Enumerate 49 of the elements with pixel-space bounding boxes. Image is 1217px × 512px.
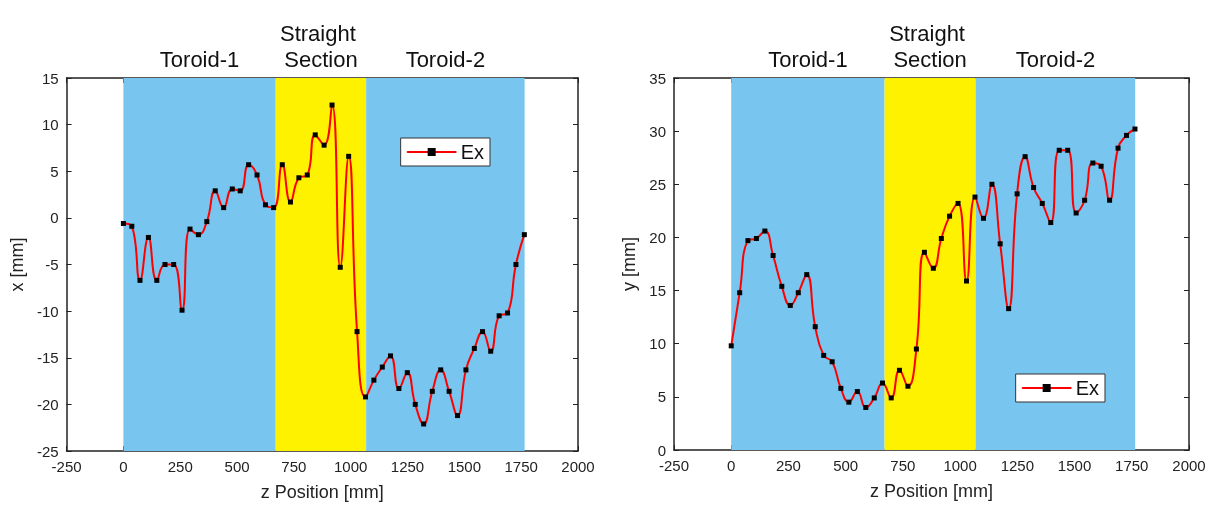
y-tick-label: 25 (649, 175, 666, 193)
x-tick-label: 750 (890, 457, 916, 474)
band-label: Toroid-2 (1015, 46, 1096, 72)
x-tick-label: 500 (833, 457, 859, 474)
x-tick-label: 0 (727, 457, 736, 474)
y-tick-label: 0 (657, 441, 666, 459)
y-tick-label: 5 (657, 388, 666, 406)
y-tick-label: -5 (45, 256, 59, 273)
y-tick-label: 15 (649, 282, 666, 300)
x-tick-label: 1500 (1057, 457, 1092, 474)
y-tick-label: -25 (36, 442, 59, 460)
x-tick-label: -250 (658, 457, 690, 474)
band-label: Straight Section (889, 20, 972, 72)
y-tick-label: 15 (41, 69, 59, 87)
x-tick-label: 1000 (334, 458, 368, 475)
x-tick-label: 1750 (1115, 457, 1149, 474)
band-label: Toroid-1 (159, 46, 240, 72)
y-tick-label: 30 (649, 122, 666, 140)
x-tick-label: 1250 (390, 458, 425, 475)
x-tick-label: 750 (281, 458, 307, 475)
x-tick-label: 250 (775, 457, 801, 474)
x-tick-label: 1500 (447, 458, 482, 475)
x-tick-label: 1750 (504, 458, 538, 475)
x-tick-label: 2000 (561, 458, 595, 475)
y-tick-label: 35 (649, 69, 666, 87)
x-tick-label: 2000 (1172, 457, 1206, 474)
band-label: Toroid-1 (768, 46, 848, 72)
y-tick-label: -15 (36, 349, 59, 367)
y-tick-label: 10 (41, 116, 59, 134)
x-tick-label: 1250 (1000, 457, 1035, 474)
legend-label: Ex (1075, 377, 1099, 399)
y-tick-label: 0 (50, 209, 59, 227)
y-tick-label: 10 (649, 335, 666, 353)
legend-label: Ex (460, 141, 484, 163)
x-tick-label: 250 (167, 458, 193, 475)
y-tick-label: -10 (36, 302, 59, 320)
x-tick-label: 1000 (943, 457, 977, 474)
band-label: Toroid-2 (405, 46, 486, 72)
x-tick-label: 0 (119, 458, 128, 475)
band-label: Straight Section (279, 20, 362, 72)
x-tick-label: -250 (51, 458, 82, 475)
y-axis-title: x [mm] (7, 237, 27, 292)
y-axis-title: y [mm] (619, 237, 639, 291)
x-axis-title: z Position [mm] (260, 482, 384, 502)
y-tick-label: -20 (36, 395, 59, 413)
y-tick-label: 20 (649, 228, 666, 246)
x-tick-label: 500 (224, 458, 250, 475)
x-axis-title: z Position [mm] (869, 481, 994, 501)
y-tick-label: 5 (50, 162, 59, 180)
